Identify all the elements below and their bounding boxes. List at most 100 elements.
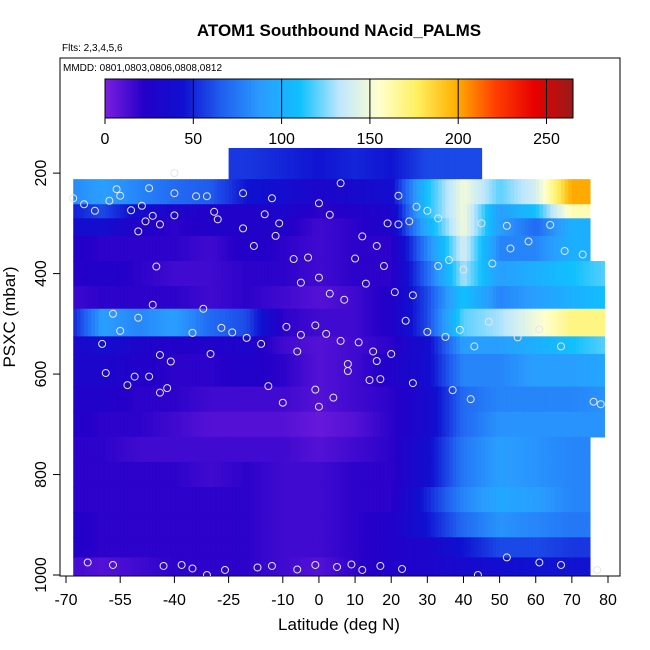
- heatmap-cell: [170, 557, 175, 576]
- heatmap-cell: [362, 512, 367, 538]
- heatmap-cell: [441, 411, 446, 438]
- heatmap-cell: [127, 261, 132, 287]
- observation-point: [177, 560, 186, 569]
- heatmap-cell: [546, 179, 551, 205]
- heatmap-cell: [217, 235, 222, 262]
- heatmap-cell: [409, 148, 414, 180]
- heatmap-cell: [387, 218, 392, 237]
- heatmap-cell: [503, 386, 508, 413]
- heatmap-cell: [253, 261, 259, 287]
- heatmap-cell: [145, 512, 150, 538]
- heatmap-cell: [243, 336, 248, 355]
- heatmap-cell: [510, 235, 515, 262]
- heatmap-cell: [351, 336, 356, 355]
- heatmap-cell: [87, 261, 92, 287]
- heatmap-cell: [481, 386, 486, 413]
- observation-point: [314, 273, 323, 282]
- heatmap-cell: [430, 204, 436, 219]
- heatmap-cell: [102, 557, 107, 576]
- observation-point: [448, 386, 457, 395]
- heatmap-cell: [474, 204, 479, 219]
- heatmap-cell: [521, 308, 526, 337]
- heatmap-cell: [282, 487, 288, 513]
- heatmap-cell: [329, 286, 334, 310]
- heatmap-cell: [365, 386, 371, 413]
- heatmap-cell: [268, 461, 273, 488]
- heatmap-cell: [253, 557, 259, 576]
- heatmap-cell: [329, 179, 334, 205]
- heatmap-cell: [546, 487, 551, 513]
- heatmap-cell: [369, 487, 374, 513]
- heatmap-cell: [434, 308, 439, 337]
- heatmap-cell: [185, 286, 190, 310]
- y-tick-label: 400: [33, 260, 50, 287]
- heatmap-cell: [80, 557, 85, 576]
- heatmap-cell: [470, 411, 475, 438]
- heatmap-cell: [268, 512, 273, 538]
- heatmap-cell: [409, 557, 414, 576]
- heatmap-cell: [152, 261, 157, 287]
- heatmap-cell: [167, 436, 172, 463]
- heatmap-cell: [477, 512, 483, 538]
- heatmap-cell: [275, 235, 280, 262]
- heatmap-cell: [76, 235, 82, 262]
- heatmap-cell: [405, 179, 410, 205]
- heatmap-cell: [550, 487, 555, 513]
- x-tick-label: 20: [382, 592, 400, 609]
- heatmap-cell: [380, 179, 385, 205]
- observation-point: [278, 398, 287, 407]
- heatmap-cell: [131, 537, 136, 559]
- heatmap-cell: [232, 218, 237, 237]
- heatmap-cell: [246, 218, 251, 237]
- heatmap-cell: [597, 336, 602, 355]
- heatmap-cell: [318, 411, 324, 438]
- observation-point: [116, 191, 125, 200]
- heatmap-cell: [261, 436, 266, 463]
- heatmap-cell: [112, 235, 118, 262]
- heatmap-cell: [105, 218, 110, 237]
- heatmap-cell: [409, 353, 414, 388]
- heatmap-cell: [510, 353, 515, 388]
- heatmap-cell: [387, 487, 392, 513]
- heatmap-cell: [127, 436, 132, 463]
- heatmap-cell: [524, 537, 530, 559]
- observation-point: [296, 278, 305, 287]
- heatmap-cell: [300, 148, 306, 180]
- heatmap-cell: [112, 308, 118, 337]
- heatmap-cell: [557, 512, 562, 538]
- observation-point: [322, 329, 331, 338]
- heatmap-cell: [380, 512, 385, 538]
- heatmap-cell: [257, 557, 262, 576]
- heatmap-cell: [235, 537, 241, 559]
- heatmap-cell: [402, 148, 407, 180]
- heatmap-cell: [553, 336, 559, 355]
- heatmap-cell: [449, 512, 454, 538]
- heatmap-cell: [514, 218, 519, 237]
- heatmap-cell: [286, 204, 291, 219]
- heatmap-cell: [196, 308, 201, 337]
- heatmap-cell: [416, 308, 421, 337]
- observation-point: [354, 338, 363, 347]
- heatmap-cell: [481, 512, 486, 538]
- heatmap-cell: [449, 411, 454, 438]
- heatmap-cell: [87, 487, 92, 513]
- heatmap-cell: [333, 353, 338, 388]
- heatmap-cell: [369, 436, 374, 463]
- heatmap-cell: [593, 261, 598, 287]
- heatmap-cell: [452, 286, 457, 310]
- heatmap-cell: [398, 461, 403, 488]
- heatmap-cell: [185, 179, 190, 205]
- heatmap-cell: [102, 286, 107, 310]
- heatmap-cell: [514, 512, 519, 538]
- heatmap-cell: [217, 204, 222, 219]
- heatmap-cell: [163, 557, 168, 576]
- heatmap-cell: [174, 487, 179, 513]
- heatmap-cell: [185, 308, 190, 337]
- heatmap-cell: [542, 353, 548, 388]
- heatmap-cell: [557, 557, 562, 576]
- heatmap-cell: [199, 204, 204, 219]
- heatmap-cell: [499, 204, 504, 219]
- heatmap-cell: [564, 353, 569, 388]
- heatmap-cell: [203, 261, 208, 287]
- heatmap-cell: [383, 557, 389, 576]
